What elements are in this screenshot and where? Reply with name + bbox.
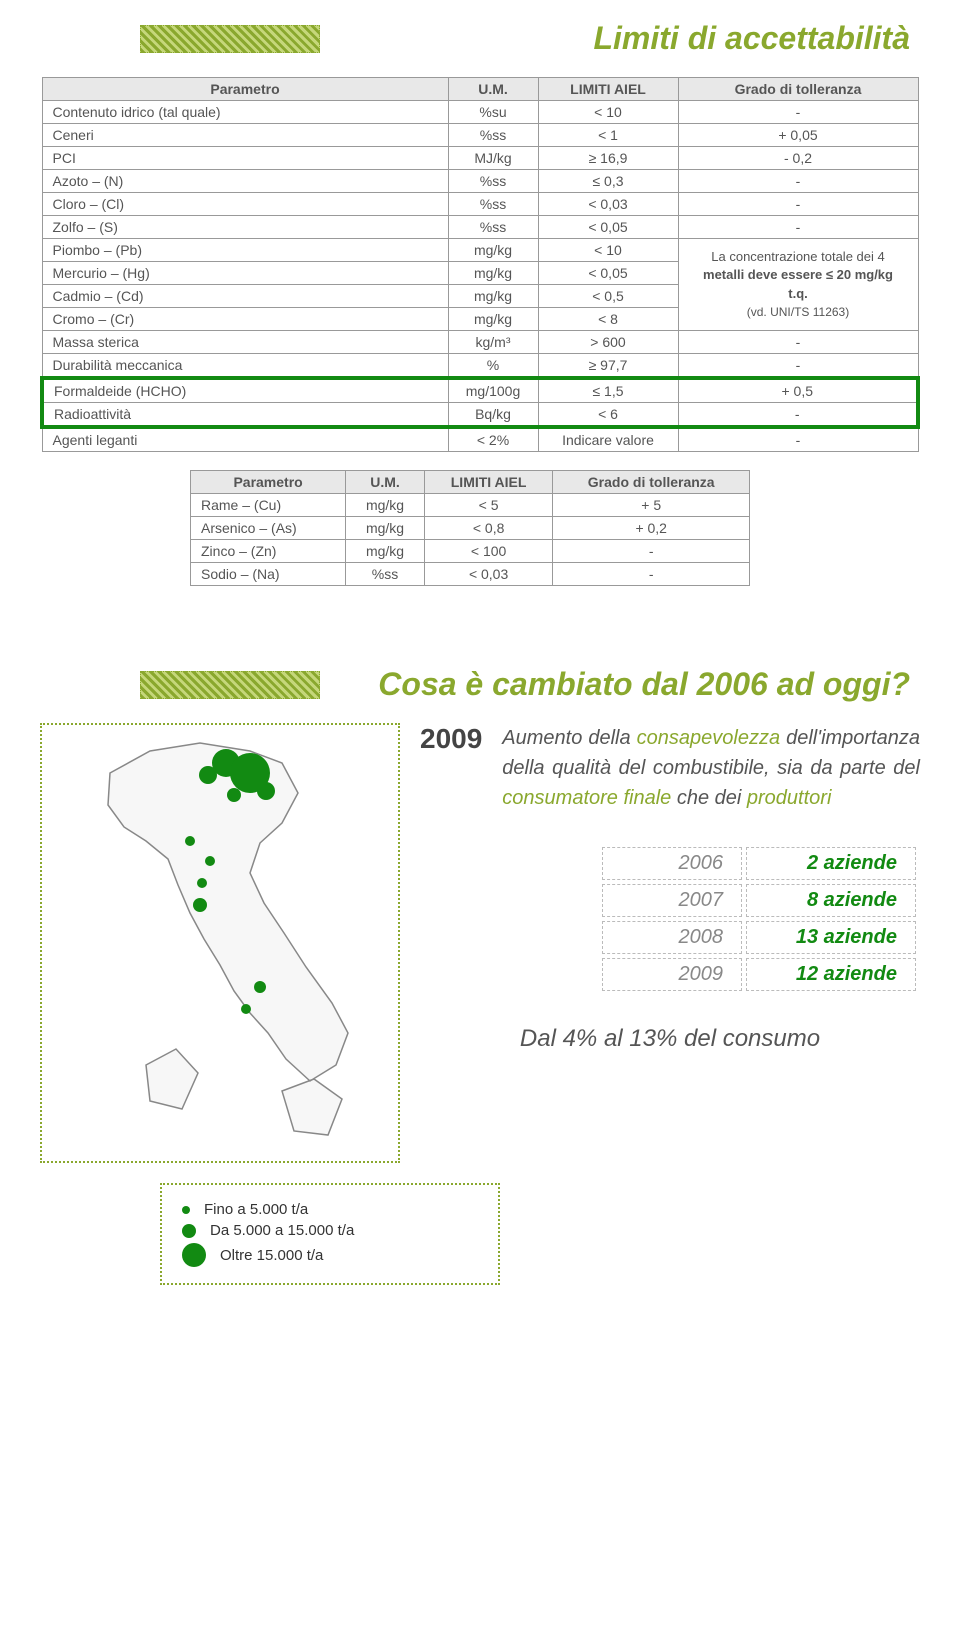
- paragraph: Aumento della consapevolezza dell'import…: [502, 723, 920, 813]
- col-tolleranza: Grado di tolleranza: [678, 78, 918, 101]
- table-row: Rame – (Cu)mg/kg< 5+ 5: [191, 494, 750, 517]
- slide-title: Limiti di accettabilità: [593, 20, 920, 57]
- year-row: 20078 aziende: [602, 884, 916, 917]
- map-dot: [241, 1004, 251, 1014]
- highlighted-row-radioattivita: RadioattivitàBq/kg< 6-: [42, 403, 918, 428]
- map-dot: [254, 981, 266, 993]
- right-column: 2009 Aumento della consapevolezza dell'i…: [420, 723, 920, 1163]
- merged-metals-note: La concentrazione totale dei 4 metalli d…: [678, 239, 918, 331]
- years-table: 20062 aziende 20078 aziende 200813 azien…: [598, 843, 920, 995]
- highlighted-row-formaldeide: Formaldeide (HCHO)mg/100g≤ 1,5+ 0,5: [42, 378, 918, 403]
- map-dot: [205, 856, 215, 866]
- title-pattern: [140, 25, 320, 53]
- table-row: Sodio – (Na)%ss< 0,03-: [191, 563, 750, 586]
- table-row: Contenuto idrico (tal quale)%su< 10-: [42, 101, 918, 124]
- table-row: Agenti leganti< 2%Indicare valore-: [42, 427, 918, 452]
- title-bar: Limiti di accettabilità: [140, 20, 920, 57]
- year-row: 200813 aziende: [602, 921, 916, 954]
- table-row: Zolfo – (S)%ss< 0,05-: [42, 216, 918, 239]
- main-table: Parametro U.M. LIMITI AIEL Grado di toll…: [40, 77, 920, 452]
- year-row: 200912 aziende: [602, 958, 916, 991]
- dot-icon: [182, 1243, 206, 1267]
- dot-icon: [182, 1206, 190, 1214]
- italy-outline: [108, 743, 348, 1135]
- map-dot: [185, 836, 195, 846]
- slide-limiti: Limiti di accettabilità Parametro U.M. L…: [40, 20, 920, 586]
- slide-cosa-cambiato: Cosa è cambiato dal 2006 ad oggi? 2009 A…: [40, 666, 920, 1285]
- table-row: Ceneri%ss< 1+ 0,05: [42, 124, 918, 147]
- col-param: Parametro: [42, 78, 448, 101]
- map-legend: Fino a 5.000 t/a Da 5.000 a 15.000 t/a O…: [160, 1183, 500, 1285]
- table-row: Durabilità meccanica%≥ 97,7-: [42, 354, 918, 379]
- table-row: Arsenico – (As)mg/kg< 0,8+ 0,2: [191, 517, 750, 540]
- map-dot: [257, 782, 275, 800]
- table-row: PCIMJ/kg≥ 16,9- 0,2: [42, 147, 918, 170]
- map-dot: [193, 898, 207, 912]
- dot-icon: [182, 1224, 196, 1238]
- italy-map-frame: [40, 723, 400, 1163]
- slide-title: Cosa è cambiato dal 2006 ad oggi?: [378, 666, 920, 703]
- title-pattern: [140, 671, 320, 699]
- legend-row: Da 5.000 a 15.000 t/a: [182, 1222, 478, 1239]
- table-header-row: Parametro U.M. LIMITI AIEL Grado di toll…: [191, 471, 750, 494]
- consumo-summary: Dal 4% al 13% del consumo: [420, 1025, 920, 1053]
- table-row: Massa stericakg/m³> 600-: [42, 331, 918, 354]
- year-row: 20062 aziende: [602, 847, 916, 880]
- legend-row: Oltre 15.000 t/a: [182, 1243, 478, 1267]
- map-dot: [227, 788, 241, 802]
- legend-row: Fino a 5.000 t/a: [182, 1201, 478, 1218]
- table-row: Azoto – (N)%ss≤ 0,3-: [42, 170, 918, 193]
- year-badge: 2009: [420, 723, 482, 755]
- table-row: Zinco – (Zn)mg/kg< 100-: [191, 540, 750, 563]
- title-bar: Cosa è cambiato dal 2006 ad oggi?: [140, 666, 920, 703]
- table-row: Cloro – (Cl)%ss< 0,03-: [42, 193, 918, 216]
- col-limiti: LIMITI AIEL: [538, 78, 678, 101]
- slide2-body: 2009 Aumento della consapevolezza dell'i…: [40, 723, 920, 1163]
- col-um: U.M.: [448, 78, 538, 101]
- table-header-row: Parametro U.M. LIMITI AIEL Grado di toll…: [42, 78, 918, 101]
- italy-map: [50, 733, 390, 1153]
- map-dot: [197, 878, 207, 888]
- sub-table: Parametro U.M. LIMITI AIEL Grado di toll…: [190, 470, 750, 586]
- table-row: Piombo – (Pb)mg/kg< 10 La concentrazione…: [42, 239, 918, 262]
- map-column: [40, 723, 400, 1163]
